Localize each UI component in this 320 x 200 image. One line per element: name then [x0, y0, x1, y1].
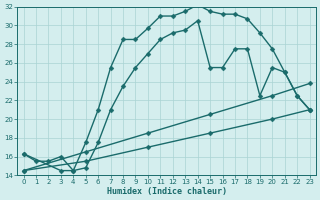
X-axis label: Humidex (Indice chaleur): Humidex (Indice chaleur): [107, 187, 227, 196]
